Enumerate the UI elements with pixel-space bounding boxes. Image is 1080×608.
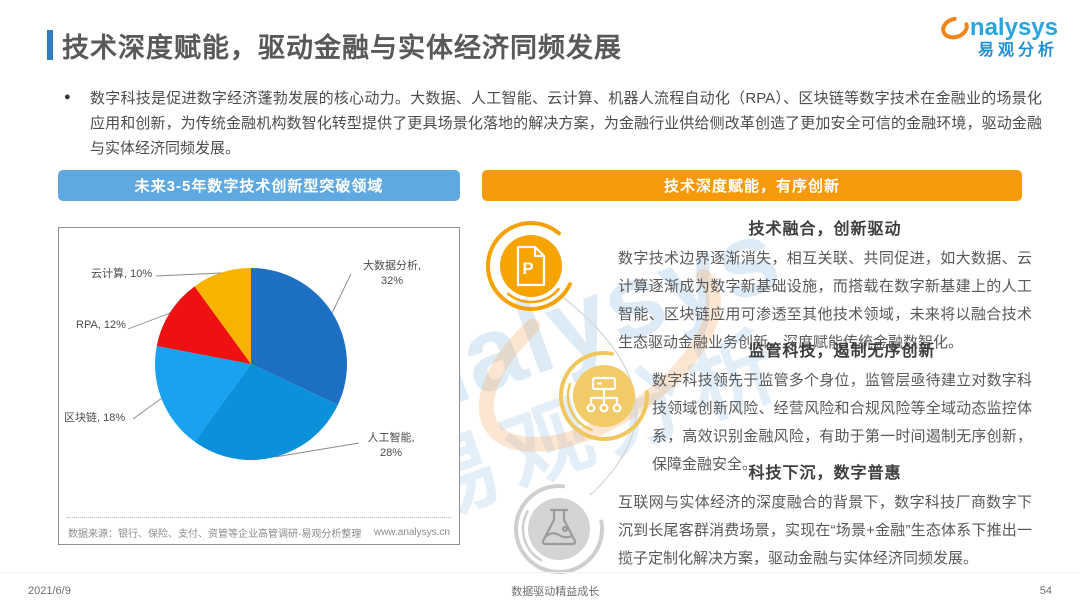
- section-title: 监管科技，遏制无序创新: [748, 343, 936, 360]
- analysys-swirl-icon: [941, 16, 969, 40]
- left-panel-header: 未来3-5年数字技术创新型突破领域: [58, 170, 460, 201]
- pie-label-blockchain: 区块链, 18%: [64, 412, 126, 424]
- intro-text: 数字科技是促进数字经济蓬勃发展的核心动力。大数据、人工智能、云计算、机器人流程自…: [90, 90, 1042, 157]
- pie-slice-区块链: [154, 346, 251, 442]
- website-link: www.analysys.cn: [373, 527, 450, 538]
- footer-slogan: 数据驱动精益成长: [511, 585, 600, 598]
- data-source-note: 数据来源：银行、保险、支付、资管等企业高管调研·易观分析整理: [68, 529, 362, 540]
- pie-leader-line: [331, 273, 352, 314]
- pie-chart: [127, 268, 360, 461]
- section-title: 科技下沉，数字普惠: [748, 465, 902, 482]
- section-regtech: 监管科技，遏制无序创新 数字科技领先于监管多个身位，监管层亟待建立对数字科技领域…: [652, 337, 1032, 479]
- logo-brand-cn: 易观分析: [977, 42, 1058, 59]
- pie-chart-panel: 大数据分析, 32% 人工智能, 28% 区块链, 18% RPA, 12% 云计算…: [58, 227, 460, 545]
- org-chart-icon: [586, 376, 622, 413]
- intro-paragraph: ● 数字科技是促进数字经济蓬勃发展的核心动力。大数据、人工智能、云计算、机器人流…: [64, 86, 1042, 161]
- section-tech-inclusion: 科技下沉，数字普惠 互联网与实体经济的深度融合的背景下，数字科技厂商数字下沉到长…: [618, 459, 1032, 573]
- logo-brand-text: nalysys: [969, 14, 1058, 41]
- page-title: 技术深度赋能，驱动金融与实体经济同频发展: [62, 33, 622, 63]
- section-title: 技术融合，创新驱动: [748, 221, 902, 238]
- pie-leader-line: [155, 272, 222, 277]
- bullet-marker: ●: [64, 91, 71, 103]
- pie-label-big-data: 大数据分析, 32%: [362, 260, 422, 287]
- pie-slice-RPA: [156, 286, 251, 364]
- pie-slice-云计算: [194, 268, 251, 364]
- analysys-logo: nalysys 易观分析: [928, 14, 1058, 59]
- pie-label-ai: 人工智能, 28%: [367, 432, 415, 459]
- pie-label-rpa: RPA, 12%: [76, 319, 126, 331]
- pie-leader-line: [274, 442, 360, 458]
- footer-date: 2021/6/9: [28, 584, 71, 597]
- pie-leader-lines: [127, 272, 360, 458]
- document-p-icon: [516, 245, 546, 287]
- section-body: 数字技术边界逐渐消失，相互关联、共同促进，如大数据、云计算逐渐成为数字新基础设施…: [618, 250, 1032, 351]
- right-panel-header: 技术深度赋能，有序创新: [482, 170, 1022, 201]
- section-body: 互联网与实体经济的深度融合的背景下，数字科技厂商数字下沉到长尾客群消费场景，实现…: [618, 494, 1032, 567]
- pie-slice-大数据分析: [251, 268, 347, 405]
- pie-leader-line: [127, 312, 171, 330]
- source-divider: [67, 517, 451, 518]
- section-tech-fusion: 技术融合，创新驱动 数字技术边界逐渐消失，相互关联、共同促进，如大数据、云计算逐…: [618, 215, 1032, 357]
- flask-icon: [541, 508, 577, 546]
- pie-slice-人工智能: [194, 364, 338, 461]
- footer: 2021/6/9 数据驱动精益成长 54: [0, 572, 1080, 608]
- section-2-icon-badge: [554, 346, 654, 446]
- section-1-icon-badge: P: [481, 216, 581, 316]
- section-3-icon-badge: [509, 479, 609, 579]
- pie-label-cloud: 云计算, 10%: [91, 268, 153, 280]
- section-body: 数字科技领先于监管多个身位，监管层亟待建立对数字科技领域创新风险、经营风险和合规…: [652, 372, 1032, 473]
- pie-leader-line: [132, 397, 163, 420]
- title-accent-bar: [47, 30, 53, 60]
- document-p-letter: P: [522, 259, 533, 278]
- footer-page-number: 54: [1039, 584, 1052, 597]
